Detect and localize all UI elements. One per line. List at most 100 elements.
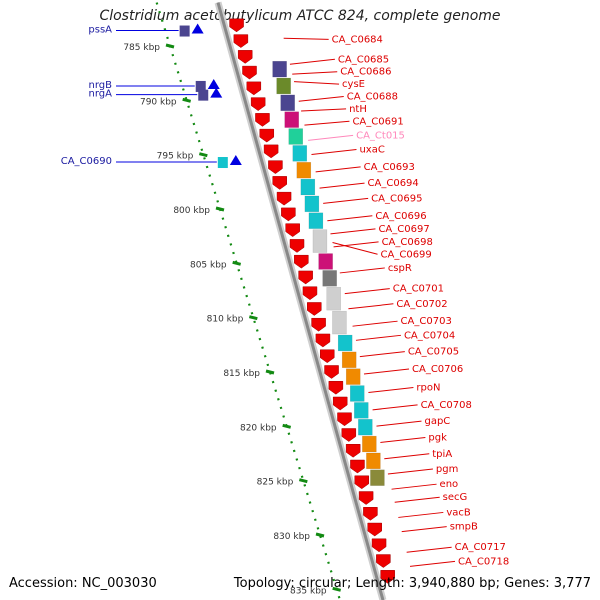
reverse-gene-arrow — [350, 459, 365, 474]
reverse-gene-arrow — [307, 302, 322, 316]
scale-tick-label: 825 kbp — [257, 478, 294, 488]
reverse-gene-arrow — [324, 365, 339, 379]
reverse-gene-connector — [298, 96, 344, 102]
reverse-gene-arrow — [242, 65, 257, 80]
gene-block — [308, 212, 324, 229]
reverse-gene-label: CA_C0685 — [338, 54, 389, 65]
reverse-gene-label: cspR — [388, 263, 412, 274]
reverse-gene-label: CA_C0708 — [421, 400, 472, 411]
gene-block — [337, 334, 353, 352]
reverse-gene-connector — [308, 134, 354, 141]
backbone-line — [216, 2, 385, 600]
reverse-gene-label: CA_C0717 — [455, 542, 506, 553]
reverse-gene-label: CA_C0696 — [375, 211, 426, 222]
reverse-gene-arrow — [259, 128, 275, 143]
reverse-gene-arrow — [341, 428, 357, 442]
reverse-gene-arrow — [237, 50, 253, 64]
gene-block — [312, 229, 328, 253]
scale-tick-label: 835 kbp — [290, 586, 327, 596]
reverse-gene-label: CA_C0718 — [458, 556, 509, 567]
reverse-gene-connector — [332, 242, 378, 255]
reverse-gene-label: uxaC — [359, 144, 384, 155]
reverse-gene-connector — [406, 546, 452, 553]
gene-block — [288, 128, 304, 145]
reverse-gene-connector — [294, 81, 340, 85]
reverse-gene-label: CA_C0703 — [401, 316, 452, 327]
reverse-gene-label: secG — [443, 492, 468, 503]
gene-block — [345, 368, 361, 385]
reverse-gene-label: CA_C0701 — [393, 284, 444, 295]
reverse-gene-arrow — [285, 223, 300, 237]
reverse-gene-arrow — [233, 34, 249, 48]
reverse-gene-label: ntH — [349, 104, 367, 115]
forward-gene-block — [198, 89, 209, 101]
gene-block — [341, 351, 357, 368]
forward-gene-label: nrgA — [89, 89, 113, 100]
gene-block — [366, 452, 381, 470]
reverse-gene-label: tpiA — [432, 449, 452, 460]
reverse-gene-connector — [394, 496, 440, 503]
scale-tick-label: 820 kbp — [240, 423, 277, 433]
reverse-gene-connector — [380, 436, 426, 443]
reverse-gene-connector — [315, 166, 361, 173]
reverse-gene-label: CA_C0702 — [396, 299, 447, 310]
gene-block — [354, 402, 369, 419]
reverse-gene-connector — [319, 182, 365, 189]
reverse-gene-label: CA_C0705 — [408, 347, 459, 358]
reverse-gene-connector — [283, 37, 329, 40]
reverse-gene-arrow — [281, 207, 296, 222]
reverse-gene-connector — [311, 148, 357, 155]
reverse-gene-connector — [327, 215, 373, 222]
reverse-gene-label: rpoN — [416, 382, 440, 393]
reverse-gene-arrow — [345, 444, 361, 458]
reverse-gene-connector — [391, 483, 437, 490]
reverse-gene-arrow — [367, 522, 382, 537]
reverse-gene-label: CA_C0699 — [381, 249, 432, 260]
reverse-gene-label: CA_C0694 — [368, 178, 419, 189]
forward-gene-label: CA_C0690 — [61, 156, 112, 167]
gene-block — [322, 270, 337, 287]
reverse-gene-arrow — [315, 333, 331, 348]
scale-tick-label: 800 kbp — [173, 206, 210, 216]
forward-gene-arrow — [229, 155, 242, 166]
gene-block — [292, 145, 308, 162]
gene-block — [326, 286, 341, 311]
gene-block — [296, 162, 312, 179]
reverse-gene-connector — [409, 560, 456, 567]
reverse-gene-connector — [348, 303, 394, 310]
reverse-gene-label: CA_Ct015 — [356, 130, 405, 141]
scale-tick-label: 830 kbp — [273, 532, 310, 542]
forward-gene-arrow — [207, 78, 220, 89]
reverse-gene-arrow — [289, 239, 305, 253]
scale-tick-label: 815 kbp — [223, 369, 260, 379]
scale-tick — [165, 43, 175, 49]
reverse-gene-label: CA_C0706 — [412, 364, 463, 375]
reverse-gene-label: CA_C0693 — [364, 162, 415, 173]
reverse-gene-arrow — [337, 412, 352, 427]
scale-tick-label: 805 kbp — [190, 260, 227, 270]
forward-gene-label: nrgB — [89, 80, 113, 91]
scale-tick-label: 785 kbp — [123, 43, 160, 53]
gene-block — [358, 419, 373, 436]
forward-gene-block — [217, 157, 228, 169]
reverse-gene-connector — [398, 511, 444, 518]
gene-block — [362, 435, 377, 453]
reverse-gene-arrow — [363, 507, 378, 521]
reverse-gene-label: CA_C0695 — [371, 193, 422, 204]
gene-block — [284, 111, 299, 128]
reverse-gene-arrow — [255, 113, 270, 127]
reverse-gene-connector — [323, 197, 369, 204]
reverse-gene-label: pgk — [428, 432, 447, 443]
reverse-gene-arrow — [294, 254, 309, 269]
scale-tick — [198, 152, 208, 158]
scale-tick — [265, 369, 275, 375]
reverse-gene-arrow — [298, 270, 313, 285]
reverse-gene-connector — [359, 351, 405, 358]
gene-block — [370, 469, 385, 486]
gene-block — [318, 253, 333, 270]
reverse-gene-connector — [344, 288, 390, 295]
reverse-gene-connector — [333, 241, 379, 248]
reverse-gene-arrow — [250, 97, 266, 111]
scale-tick-label: 810 kbp — [207, 315, 244, 325]
reverse-gene-arrow — [268, 160, 283, 174]
